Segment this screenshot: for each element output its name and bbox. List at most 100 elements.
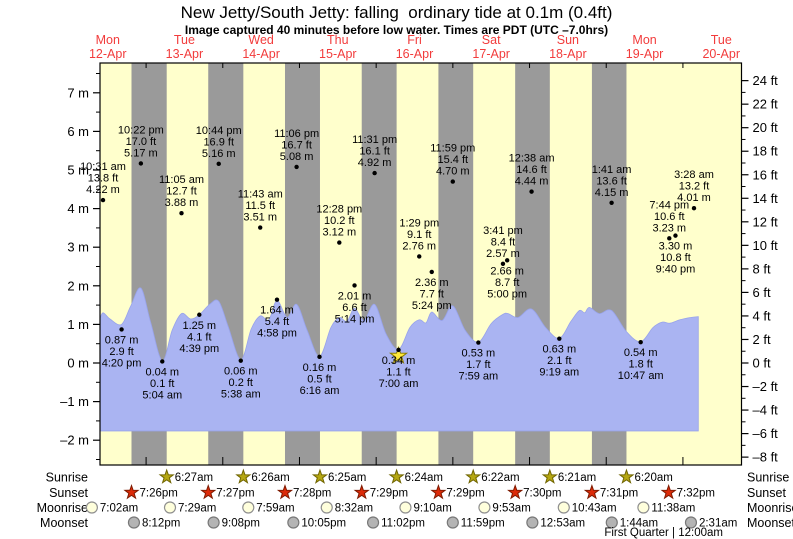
sunrise-time-label: 6:26am: [251, 472, 289, 484]
axis-tick-label: –2 ft: [753, 379, 779, 394]
moonrise-time-label: 8:32am: [335, 503, 373, 515]
tide-event-label-line: 0.63 m: [542, 344, 576, 356]
tide-event-label-line: 1.8 ft: [628, 359, 652, 371]
axis-tick-label: 18 ft: [753, 144, 779, 159]
tide-event-label-line: 2.66 m: [490, 265, 524, 277]
sunset-star-icon: [660, 483, 677, 500]
tide-event-dot: [317, 354, 322, 360]
moonrise-circle-icon: [163, 501, 177, 514]
tide-event-label-line: 3.12 m: [322, 227, 356, 239]
moonrise-circle-icon: [478, 501, 491, 514]
tide-event-label-line: 4.01 m: [677, 192, 711, 204]
tide-event-label-line: 12:38 am: [509, 153, 555, 165]
sunset-row: Sunset Sunset 7:26pm 7:27pm 7:28pm 7:29pm 7:29…: [49, 483, 786, 500]
tide-event-label-line: 1:29 pm: [399, 217, 439, 229]
day-date-label: 13-Apr: [166, 47, 204, 61]
tide-event-label-line: 5:14 pm: [335, 313, 375, 325]
sunset-time-label: 7:29pm: [446, 488, 484, 500]
sunrise-star-icon: [158, 468, 175, 484]
tide-event-label-line: 0.16 m: [303, 362, 337, 374]
tide-event-label-line: 7:44 pm: [649, 199, 689, 211]
tide-event-label-line: 1.7 ft: [466, 359, 490, 371]
tide-event-label: 3:41 pm8.4 ft2.57 m: [483, 225, 523, 260]
moonrise-circle-icon: [637, 501, 650, 514]
tide-event-label: 0.04 m0.1 ft5:04 am: [142, 366, 182, 401]
tide-event-label: 1.64 m5.4 ft4:58 pm: [257, 305, 297, 340]
tide-event-label-line: 5.4 ft: [265, 316, 289, 328]
tide-event-dot: [258, 225, 263, 230]
tide-event-dot: [529, 189, 534, 194]
axis-tick-label: 24 ft: [753, 73, 779, 88]
tide-event-dot: [638, 339, 643, 345]
day-date-label: 17-Apr: [472, 47, 510, 61]
axis-tick-label: 12 ft: [753, 214, 779, 229]
tide-event-label-line: 16.7 ft: [281, 139, 312, 151]
sunrise-row-label-right: Sunrise: [747, 471, 789, 485]
moonrise-row: Moonrise Moonrise 7:02am 7:29am 7:59am 8:32am…: [37, 501, 793, 515]
tide-event-dot: [216, 161, 221, 167]
day-name-label: Wed: [248, 33, 274, 47]
tide-event-label-line: 4.22 m: [86, 184, 120, 196]
tide-event-dot: [557, 336, 562, 341]
axis-tick-label: 6 m: [67, 124, 89, 139]
moonrise-time-label: 9:10am: [413, 503, 451, 515]
day-date-label: 14-Apr: [242, 47, 280, 61]
tide-event-label-line: 0.1 ft: [150, 378, 174, 390]
moonrise-time-label: 9:53am: [492, 503, 530, 515]
sunset-time-label: 7:26pm: [139, 488, 177, 500]
tide-event-label: 2.66 m8.7 ft5:00 pm: [487, 265, 527, 300]
tide-event-label-line: 3.30 m: [659, 241, 693, 253]
day-date-label: 16-Apr: [396, 47, 434, 61]
tide-event-dot: [673, 233, 678, 238]
tide-event-label-line: 5.17 m: [124, 147, 158, 159]
sunset-time-label: 7:28pm: [293, 488, 331, 500]
axis-tick-label: 8 ft: [753, 261, 771, 276]
tide-event-label-line: 0.06 m: [224, 366, 258, 378]
tide-event-label-line: 0.54 m: [624, 347, 658, 359]
sunrise-star-icon: [541, 468, 558, 484]
tide-event-label-line: 2.36 m: [415, 277, 449, 289]
tide-event-dot: [337, 240, 342, 245]
moonset-time-label: 10:05pm: [301, 518, 346, 530]
tide-event-dot: [372, 170, 377, 176]
tide-event-dot: [609, 200, 614, 206]
tide-event-label-line: 3.88 m: [165, 197, 199, 209]
axis-tick-label: 0 ft: [753, 356, 771, 371]
axis-tick-label: –4 ft: [753, 403, 779, 418]
sunrise-time-label: 6:27am: [175, 472, 213, 484]
day-date-label: 12-Apr: [89, 47, 127, 61]
moonset-time-label: 2:31am: [699, 518, 737, 530]
moonrise-circle-icon: [85, 501, 98, 514]
tide-event-label: 0.34 m1.1 ft7:00 am: [379, 355, 419, 390]
tide-event-label-line: 5:24 pm: [412, 300, 452, 312]
tide-event-label: 0.87 m2.9 ft4:20 pm: [102, 334, 142, 369]
tide-event-label-line: 5:00 pm: [487, 288, 527, 300]
moonset-circle-icon: [526, 516, 539, 529]
day-date-label: 18-Apr: [549, 47, 587, 61]
tide-event-label-line: 2.1 ft: [547, 355, 571, 367]
tide-event-label-line: 0.04 m: [145, 366, 179, 378]
day-name-label: Sat: [482, 33, 501, 47]
tide-event-label-line: 5.16 m: [202, 148, 236, 160]
axis-tick-label: 4 m: [67, 201, 89, 216]
sunrise-star-icon: [388, 468, 405, 484]
tide-event-label: 1.25 m4.1 ft4:39 pm: [179, 320, 219, 355]
tide-event-label-line: 8.4 ft: [491, 236, 515, 248]
tide-event-label-line: 1:41 am: [592, 164, 632, 176]
tide-event-label-line: 10:44 pm: [196, 125, 242, 137]
tide-event-dot: [476, 340, 481, 345]
sunrise-time-label: 6:21am: [558, 472, 596, 484]
page-title: New Jetty/South Jetty: falling ordinary …: [180, 3, 613, 22]
axis-tick-label: 10 ft: [753, 238, 779, 253]
moonset-circle-icon: [366, 516, 380, 529]
sunset-star-icon: [123, 483, 140, 500]
tide-event-dot: [691, 206, 697, 211]
tide-event-label-line: 12:28 pm: [316, 204, 362, 216]
axis-tick-label: 6 ft: [753, 285, 771, 300]
